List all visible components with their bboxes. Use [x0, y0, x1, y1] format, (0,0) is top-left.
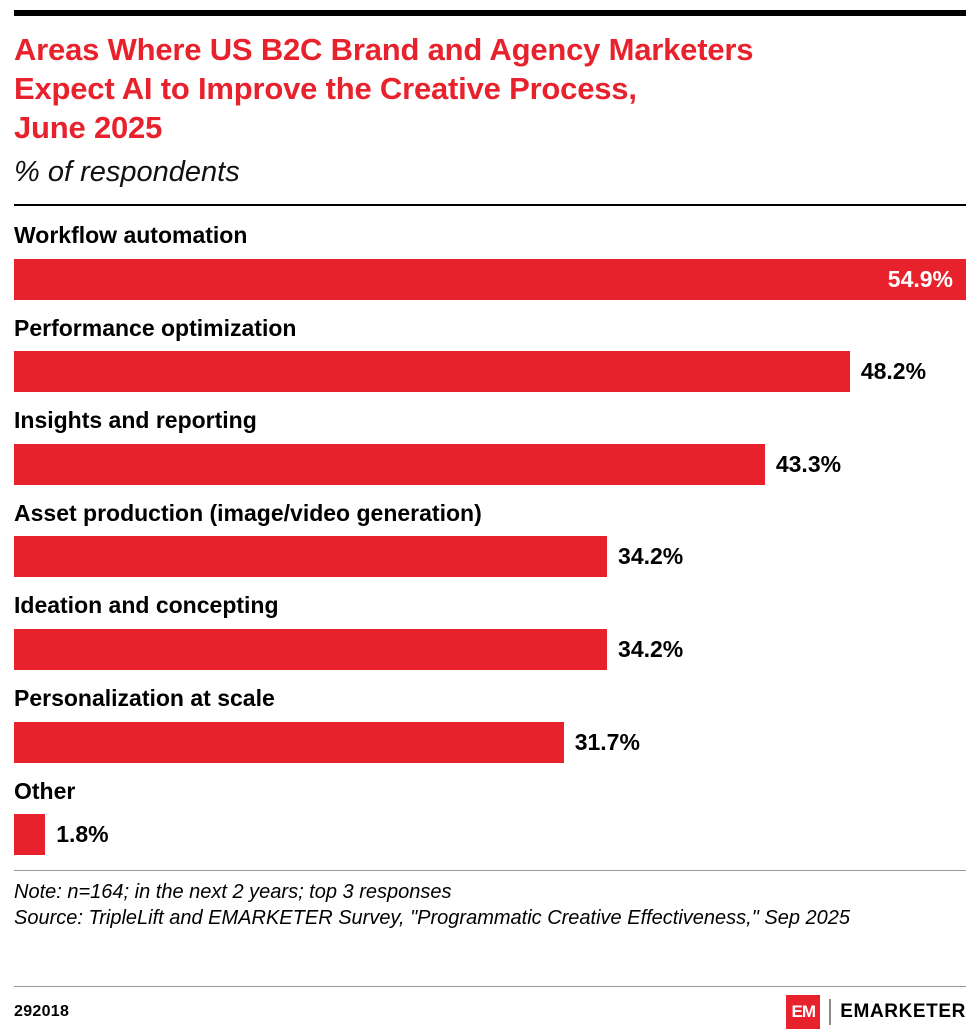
bar-category-label: Insights and reporting: [14, 407, 257, 434]
source-text: Source: TripleLift and EMARKETER Survey,…: [14, 907, 851, 930]
bar-track: 43.3%: [14, 443, 966, 485]
footer: 292018 EM EMARKETER: [14, 986, 966, 1036]
header-divider: [14, 203, 966, 206]
chart-subtitle: % of respondents: [14, 156, 240, 189]
bar-track: 1.8%: [14, 814, 966, 856]
logo-divider: [829, 998, 832, 1025]
bar-category-label: Asset production (image/video generation…: [14, 499, 482, 526]
bar-row: Insights and reporting 43.3%: [14, 407, 966, 485]
emarketer-logo-icon: EM: [786, 994, 821, 1029]
bar-category-label: Workflow automation: [14, 221, 248, 248]
bar-value-label: 34.2%: [618, 543, 684, 570]
bar-category-label: Other: [14, 777, 76, 804]
bar-chart: Workflow automation 54.9% Performance opti…: [14, 222, 966, 856]
bar-value-label: 48.2%: [860, 358, 927, 385]
chart-title-line-2: Expect AI to Improve the Creative Proces…: [14, 71, 637, 107]
chart-title: Areas Where US B2C Brand and Agency Mark…: [14, 30, 966, 147]
bar-category-label: Personalization at scale: [14, 684, 275, 711]
bar-track: 31.7%: [14, 721, 966, 763]
bar-value-label: 31.7%: [574, 728, 640, 755]
chart-title-line-3: June 2025: [14, 110, 163, 146]
chart-title-line-1: Areas Where US B2C Brand and Agency Mark…: [14, 32, 754, 67]
note-text: Note: n=164; in the next 2 years; top 3 …: [14, 881, 452, 904]
bar: [14, 443, 765, 485]
bar-track: 34.2%: [14, 536, 966, 578]
bar: [14, 721, 564, 763]
bar-value-label: 34.2%: [618, 635, 684, 662]
bar-value-label: 1.8%: [56, 821, 109, 848]
bar: 54.9%: [14, 258, 966, 300]
bar-track: 34.2%: [14, 628, 966, 670]
bar-row: Performance optimization 48.2%: [14, 315, 966, 393]
bar: [14, 351, 850, 393]
brand-lockup: EM EMARKETER: [786, 994, 966, 1029]
bar-category-label: Performance optimization: [14, 314, 297, 341]
top-rule: [14, 10, 966, 16]
bar: [14, 536, 608, 578]
footnotes: Note: n=164; in the next 2 years; top 3 …: [14, 870, 966, 932]
bar: [14, 814, 46, 856]
bar-value-label: 43.3%: [775, 450, 842, 477]
bar-value-label: 54.9%: [887, 265, 953, 292]
bar-row: Other 1.8%: [14, 778, 966, 856]
bar-row: Workflow automation 54.9%: [14, 222, 966, 300]
bar-row: Personalization at scale 31.7%: [14, 685, 966, 763]
chart-id: 292018: [14, 1002, 70, 1020]
bar-row: Asset production (image/video generation…: [14, 500, 966, 578]
brand-name: EMARKETER: [840, 1000, 966, 1022]
bar-track: 48.2%: [14, 351, 966, 393]
bar-category-label: Ideation and concepting: [14, 592, 279, 619]
bar: [14, 628, 608, 670]
bar-row: Ideation and concepting 34.2%: [14, 592, 966, 670]
bar-track: 54.9%: [14, 258, 966, 300]
